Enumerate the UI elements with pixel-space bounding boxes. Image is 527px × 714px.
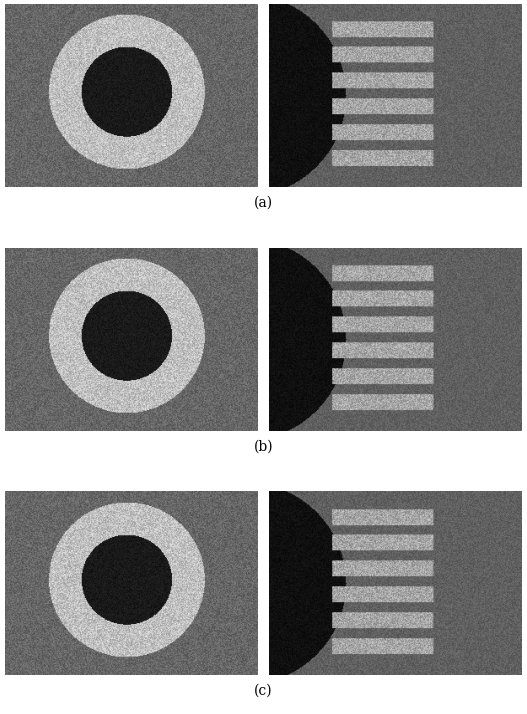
Text: (a): (a)	[254, 196, 273, 209]
Text: (c): (c)	[254, 683, 273, 697]
Text: (b): (b)	[253, 439, 274, 453]
